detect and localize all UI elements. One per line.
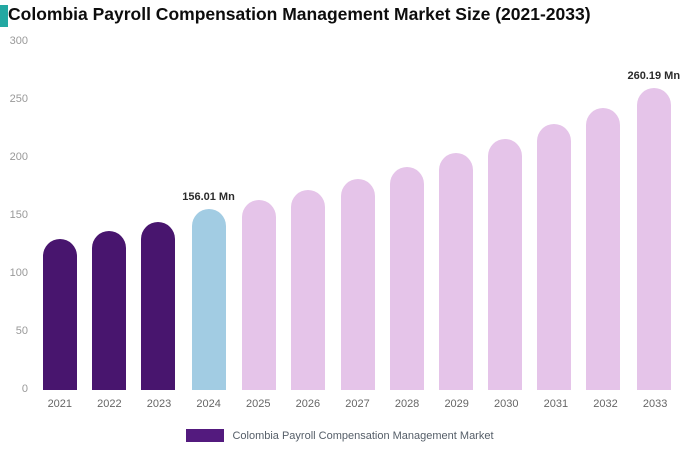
bar-value-label: 156.01 Mn (182, 191, 235, 204)
bar-2023[interactable] (140, 221, 175, 390)
bar-slot (431, 153, 480, 390)
x-tick-label: 2021 (47, 398, 73, 410)
y-tick-label: 200 (9, 151, 28, 163)
bar-2026[interactable] (291, 189, 326, 390)
bar-2028[interactable] (389, 166, 424, 390)
x-tick-label: 2026 (295, 398, 321, 410)
bar-slot: 260.19 Mn (627, 70, 680, 390)
brand-mark (0, 5, 8, 27)
x-tick-label: 2029 (444, 398, 469, 410)
bar-2030[interactable] (487, 138, 522, 390)
plot-area: 156.01 Mn 260.19 Mn (35, 42, 680, 390)
bar-slot: 156.01 Mn (182, 191, 235, 390)
bar-2032[interactable] (585, 107, 620, 390)
bar-2031[interactable] (536, 123, 571, 390)
bar-2022[interactable] (91, 231, 126, 390)
x-tick-label: 2024 (196, 398, 221, 410)
x-tick-label: 2027 (345, 398, 370, 410)
legend-label: Colombia Payroll Compensation Management… (232, 429, 494, 442)
x-tick-label: 2023 (146, 398, 172, 410)
bar-2029[interactable] (438, 153, 473, 390)
bar-2021[interactable] (42, 239, 77, 390)
x-tick-label: 2033 (642, 398, 668, 410)
bar-slot (480, 138, 529, 390)
bar-slot (578, 107, 627, 390)
bar-slot (382, 166, 431, 390)
y-axis: 0 50 100 150 200 250 300 (0, 36, 28, 395)
bar-slot (35, 239, 84, 390)
y-tick-label: 300 (9, 35, 28, 47)
bar-slot (529, 123, 578, 390)
x-tick-label: 2025 (246, 398, 271, 410)
x-tick-label: 2022 (97, 398, 122, 410)
x-axis: 2021 2022 2023 2024 2025 2026 2027 2028 2029 2030… (35, 398, 680, 410)
y-tick-label: 250 (9, 93, 28, 105)
chart-title: Colombia Payroll Compensation Management… (8, 4, 591, 24)
y-tick-label: 0 (21, 383, 28, 395)
x-tick-label: 2030 (494, 398, 519, 410)
bar-slot (133, 221, 182, 390)
x-tick-label: 2031 (543, 398, 569, 410)
legend-swatch (186, 429, 225, 442)
bar-2024[interactable] (191, 209, 226, 390)
bar-2025[interactable] (242, 199, 277, 390)
y-tick-label: 150 (9, 209, 28, 221)
bar-slot (84, 231, 133, 390)
y-tick-label: 50 (15, 325, 28, 337)
bar-slot (235, 199, 284, 390)
x-tick-label: 2032 (593, 398, 618, 410)
legend: Colombia Payroll Compensation Management… (0, 429, 680, 442)
bar-slot (284, 189, 333, 390)
bar-2027[interactable] (340, 178, 375, 390)
bar-slot (333, 178, 382, 390)
y-tick-label: 100 (9, 267, 28, 279)
x-tick-label: 2028 (394, 398, 420, 410)
bar-value-label: 260.19 Mn (627, 70, 680, 83)
bar-2033[interactable] (636, 88, 671, 390)
